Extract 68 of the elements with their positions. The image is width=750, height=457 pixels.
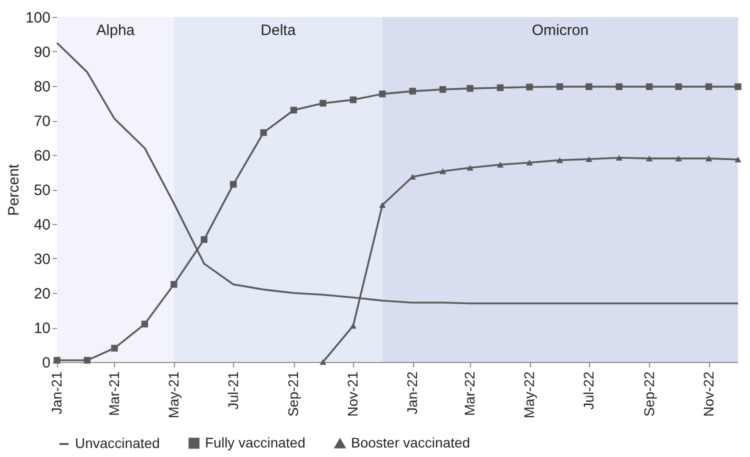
point [705,156,712,162]
x-tick-label: Nov-22 [700,371,716,417]
y-tick-label: 50 [34,182,50,199]
point [439,86,446,93]
x-tick-label: May-22 [521,371,538,418]
point [705,83,712,90]
y-tick-label: 80 [34,78,50,96]
point [320,359,326,365]
point [496,84,504,92]
point [439,168,446,174]
x-tick-label: Mar-21 [106,371,122,416]
point [84,356,91,364]
point [556,83,564,90]
point [466,85,474,92]
legend-label: Fully vaccinated [205,434,306,450]
point [675,83,682,90]
y-tick-label: 30 [34,251,50,268]
point [734,83,742,90]
y-tick-label: 40 [34,216,50,234]
band-label: Omicron [532,22,589,39]
x-tick-label: Sep-21 [285,371,302,417]
x-tick-label: Jan-22 [404,371,420,414]
y-tick-label: 0 [42,354,50,372]
point [379,90,386,98]
point [409,88,416,95]
x-tick-label: Mar-22 [462,371,478,416]
point [646,83,653,90]
point [230,180,237,188]
point [646,156,653,162]
point [141,320,148,328]
legend-label: Booster vaccinated [351,434,470,451]
x-tick-label: May-21 [165,371,182,418]
point [111,344,118,352]
band-label: Alpha [96,22,136,39]
x-tick-label: Jul-22 [580,371,596,410]
x-tick-label: Jul-21 [224,371,241,410]
y-tick-label: 10 [34,320,50,337]
legend-label: Unvaccinated [75,435,160,451]
point [350,322,357,329]
point [675,156,682,162]
band-label: Delta [260,22,296,39]
point [556,157,564,164]
y-tick-label: 100 [25,10,50,26]
x-tick-label: Nov-21 [344,371,361,417]
point [466,164,474,171]
point [200,236,208,243]
point [170,281,178,288]
y-axis-title: Percent [5,163,22,216]
point [586,156,592,162]
point [526,160,533,166]
point [586,83,592,90]
point [496,162,504,168]
point [350,96,357,104]
point [616,154,622,161]
y-tick-label: 90 [34,44,50,61]
point [260,129,267,136]
y-tick-label: 70 [34,113,50,130]
x-tick-label: Jan-21 [48,371,64,414]
point [409,174,416,180]
x-tick-label: Sep-22 [640,371,657,417]
point [734,156,742,162]
point [290,106,298,114]
point [526,84,533,90]
point [616,83,622,90]
y-tick-label: 20 [34,286,50,302]
y-tick-label: 60 [34,148,50,164]
point [379,202,386,208]
point [320,100,326,107]
